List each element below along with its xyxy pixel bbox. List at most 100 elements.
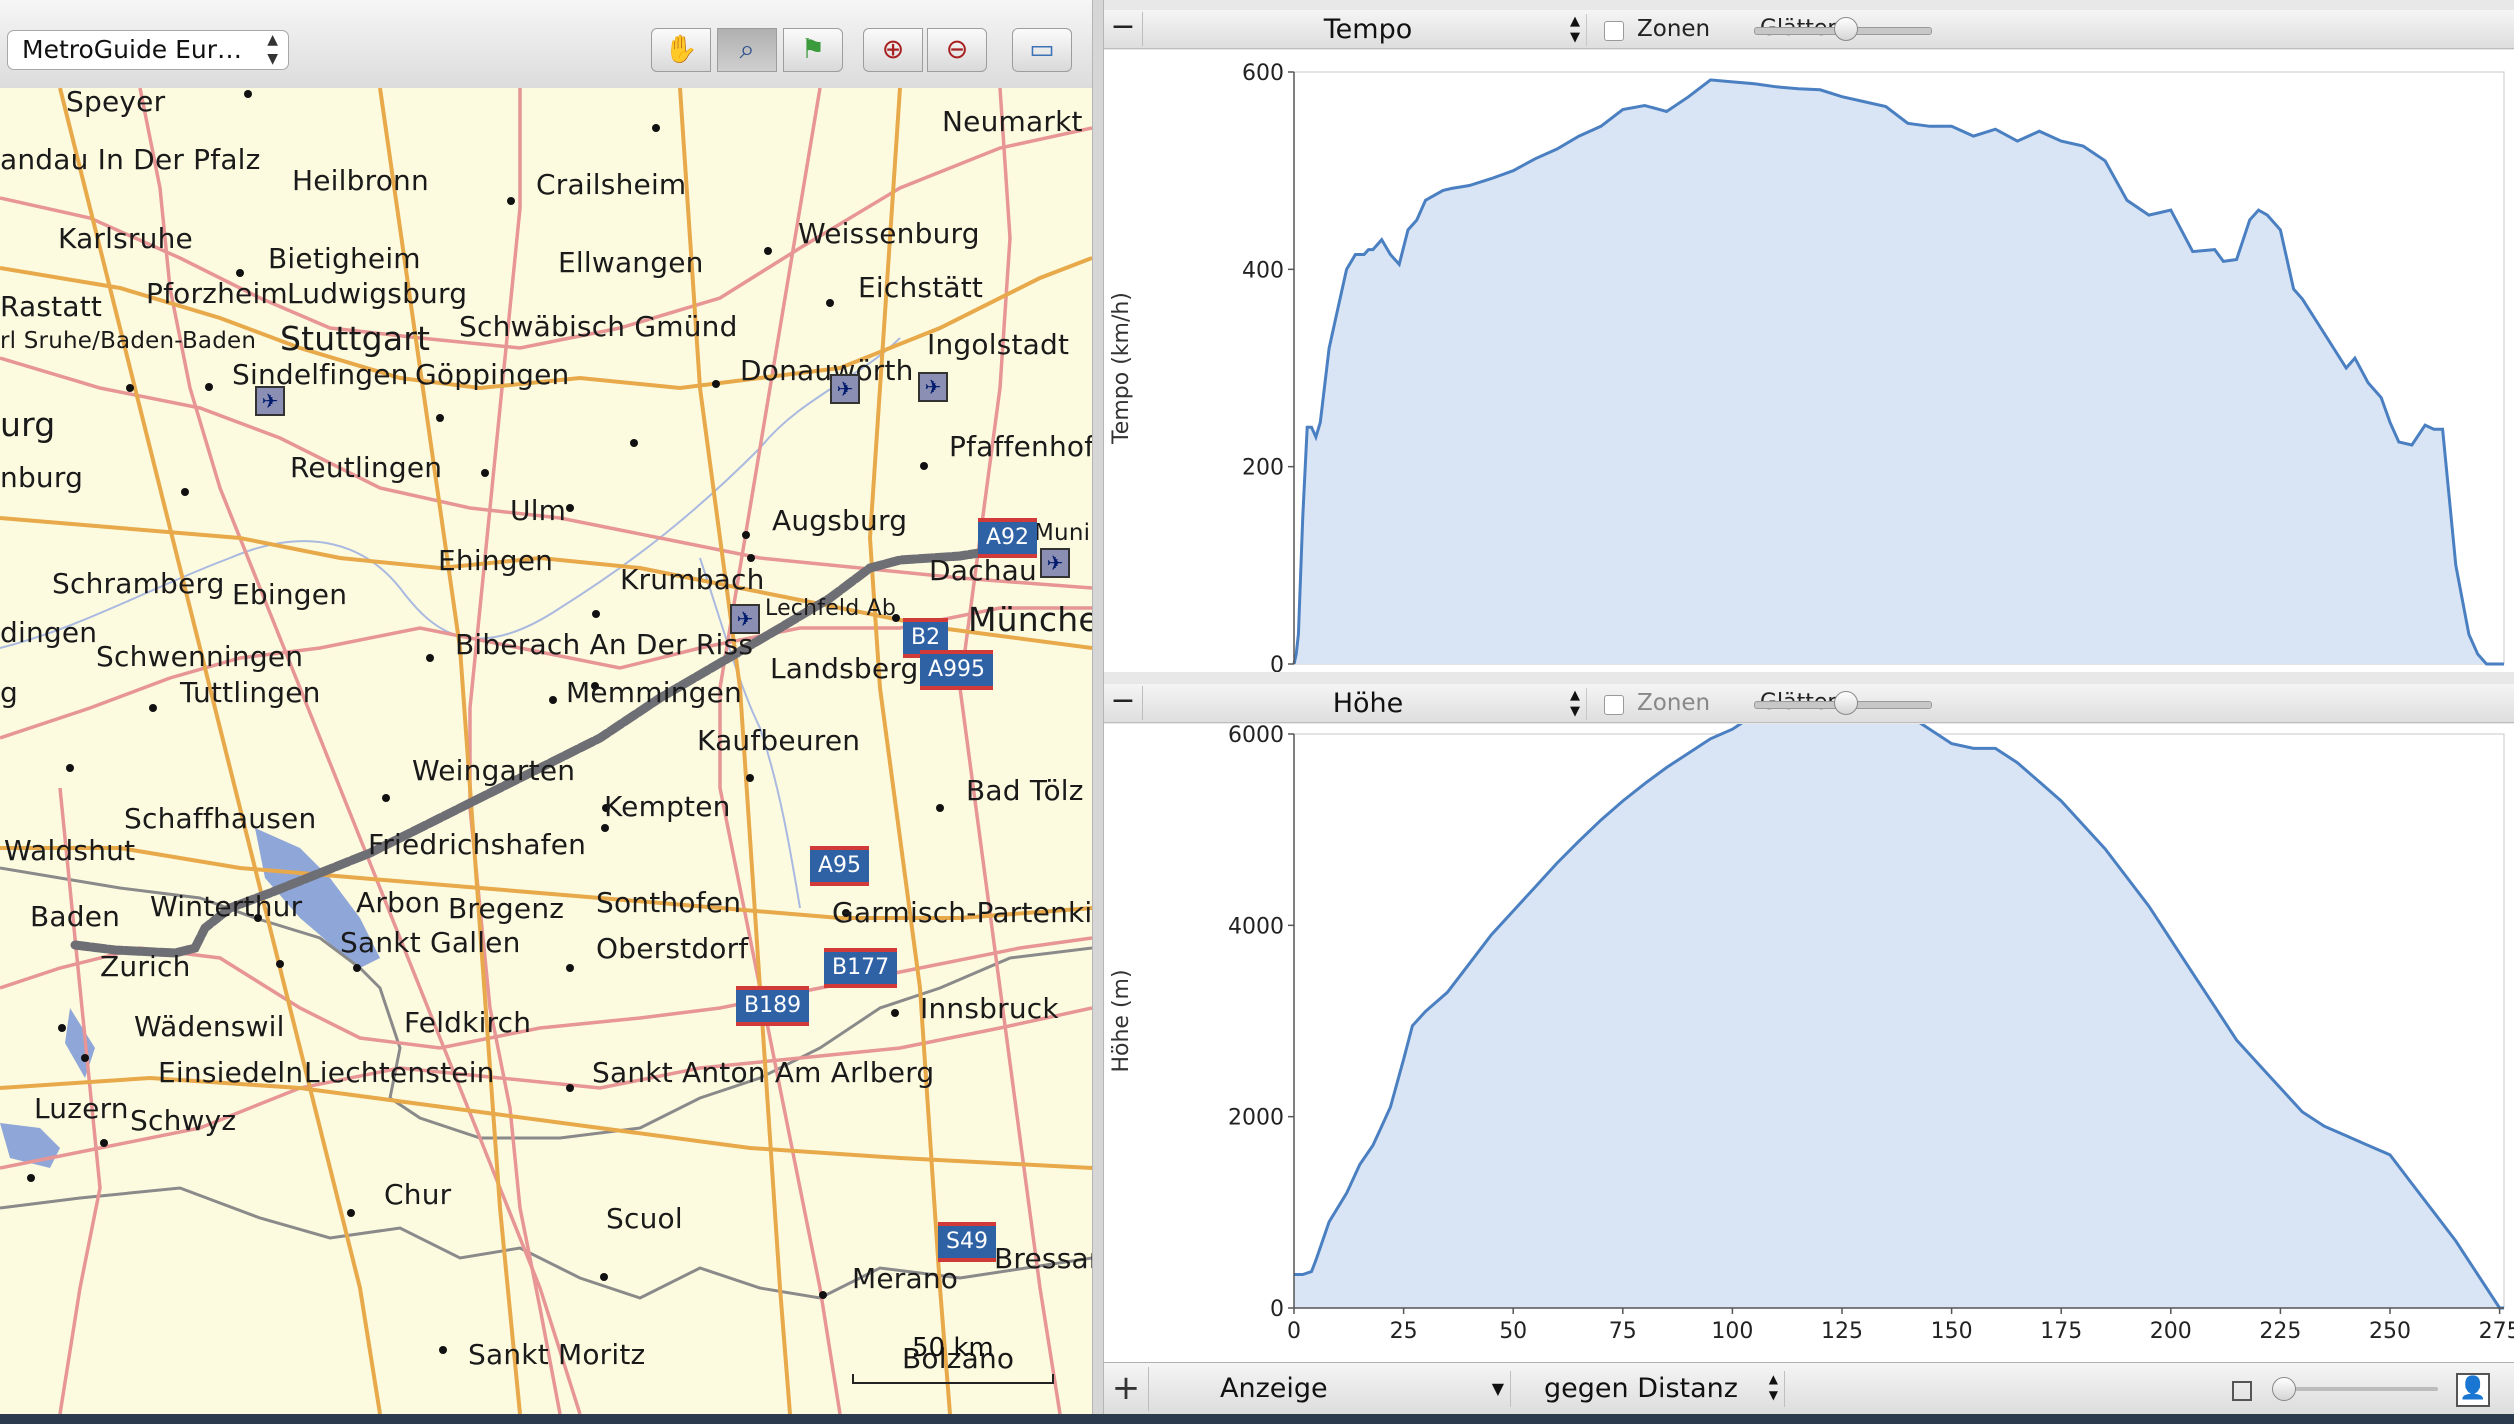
x-tick-label: 50: [1499, 1319, 1527, 1344]
metric-label: Tempo: [1323, 14, 1413, 45]
metric-label: Höhe: [1332, 688, 1404, 719]
airport-icon: ✈: [730, 604, 760, 634]
place-label: Weingarten: [412, 754, 576, 787]
zoom-in-icon: ⊕: [881, 34, 905, 65]
anzeige-label: Anzeige: [1220, 1373, 1328, 1404]
dropdown-arrow-icon: ▼: [1491, 1379, 1504, 1398]
y-axis-label: Höhe (m): [1109, 969, 1134, 1072]
zonen-label: Zonen: [1637, 16, 1711, 42]
place-label: Ellwangen: [558, 246, 704, 279]
x-tick-label: 100: [1711, 1319, 1753, 1344]
place-label: Weissenburg: [798, 217, 980, 250]
map-product-label: MetroGuide Eur…: [22, 35, 243, 64]
place-label: Karlsruhe: [58, 222, 193, 255]
zonen-checkbox[interactable]: [1604, 21, 1624, 41]
chart-zoom-slider-knob[interactable]: [2272, 1377, 2296, 1401]
lake-lucerne: [0, 1123, 60, 1168]
zoom-in-button[interactable]: ⊕: [863, 28, 923, 72]
zoom-out-icon: ⊖: [945, 34, 969, 65]
place-label: Muni: [1034, 520, 1091, 546]
remove-pane-button[interactable]: −: [1104, 686, 1143, 720]
place-label: Bietigheim: [268, 242, 421, 275]
place-label: Wädenswil: [134, 1010, 285, 1043]
x-tick-label: 25: [1390, 1319, 1418, 1344]
zonen-checkbox[interactable]: [1604, 695, 1624, 715]
place-label: Kaufbeuren: [697, 724, 861, 757]
y-tick-label: 2000: [1228, 1106, 1284, 1131]
updown-arrows-icon: ▲ ▼: [1768, 1372, 1778, 1402]
place-label: Liechtenstein: [304, 1056, 495, 1089]
place-label: Schwyz: [130, 1104, 237, 1137]
place-label: Chur: [384, 1178, 452, 1211]
updown-arrows-icon: ▲ ▼: [267, 32, 278, 67]
hoehe-metric-select[interactable]: Höhe ▲ ▼: [1150, 688, 1587, 720]
map-product-select[interactable]: MetroGuide Eur… ▲ ▼: [7, 30, 289, 70]
flag-icon: ⚑: [800, 34, 826, 65]
map-view[interactable]: Speyer andau In Der Pfalz Heilbronn Crai…: [0, 88, 1092, 1414]
place-label: Ebingen: [232, 578, 348, 611]
place-label: g: [0, 676, 18, 709]
lake-zurich: [65, 1008, 95, 1078]
map-roads-layer: [0, 88, 1092, 1414]
gegen-select[interactable]: gegen Distanz ▲ ▼: [1514, 1371, 1785, 1407]
updown-arrows-icon: ▲ ▼: [1570, 688, 1580, 719]
series-line: [1292, 78, 2504, 666]
x-tick-label: 250: [2369, 1319, 2411, 1344]
scale-bar: [852, 1374, 1054, 1384]
place-label: Heilbronn: [292, 164, 429, 197]
place-label: Baden: [30, 900, 121, 933]
place-label: Schwäbisch Gmünd: [459, 310, 738, 343]
place-label: Reutlingen: [290, 451, 443, 484]
anzeige-select[interactable]: Anzeige ▼: [1160, 1371, 1511, 1407]
place-label: Einsiedeln: [158, 1056, 304, 1089]
highway-shield: A995: [920, 650, 994, 690]
x-tick-label: 200: [2150, 1319, 2192, 1344]
series-area: [1294, 79, 2504, 664]
place-label: dingen: [0, 616, 98, 649]
highway-shield: S49: [938, 1222, 996, 1262]
x-tick-label: 175: [2040, 1319, 2082, 1344]
person-icon[interactable]: 👤: [2456, 1373, 2490, 1407]
fit-window-button[interactable]: ▭: [1012, 28, 1072, 72]
smoothing-slider-knob[interactable]: [1834, 691, 1858, 715]
split-divider[interactable]: [1092, 0, 1104, 1414]
place-label: Pfaffenhof: [949, 430, 1092, 463]
place-label: Crailsheim: [536, 168, 687, 201]
chart-bottom-bar: + Anzeige ▼ gegen Distanz ▲ ▼ 👤: [1104, 1362, 2514, 1415]
chart-zoom-slider[interactable]: [2274, 1387, 2438, 1391]
scale-label: 50 km: [912, 1333, 994, 1363]
border-line-south: [0, 1186, 1092, 1300]
highway-shield: A92: [978, 518, 1038, 558]
x-tick-label: 75: [1609, 1319, 1637, 1344]
tempo-metric-select[interactable]: Tempo ▲ ▼: [1150, 14, 1587, 46]
flag-tool-button[interactable]: ⚑: [783, 28, 843, 72]
hoehe-chart[interactable]: 0 2000 4000 6000 0 25 50 75 100 125 150 175 200 225 25…: [1104, 724, 2514, 1362]
tempo-chart[interactable]: 0 200 400 600 Tempo (km/h): [1104, 50, 2514, 672]
map-toolbar: MetroGuide Eur… ▲ ▼ ✋ ⌕ ⚑ ⊕ ⊖ ▭: [0, 0, 1092, 89]
place-label: nburg: [0, 461, 84, 494]
smoothing-slider-knob[interactable]: [1834, 17, 1858, 41]
place-label: Bregenz: [448, 892, 565, 925]
zoom-tool-button[interactable]: ⌕: [717, 28, 777, 72]
updown-arrows-icon: ▲ ▼: [1570, 14, 1580, 45]
y-axis-label: Tempo (km/h): [1109, 292, 1134, 445]
place-label: Sindelfingen: [232, 358, 409, 391]
place-label: Göppingen: [415, 358, 570, 391]
y-tick-label: 200: [1242, 456, 1284, 481]
place-label: Scuol: [606, 1202, 683, 1235]
y-tick-label: 6000: [1228, 724, 1284, 748]
highway-shield: B189: [736, 986, 810, 1026]
place-label: Schwenningen: [96, 640, 304, 673]
add-pane-button[interactable]: +: [1104, 1367, 1149, 1411]
airport-icon: ✈: [1040, 548, 1070, 578]
hand-tool-button[interactable]: ✋: [651, 28, 711, 72]
place-label: Garmisch-Partenki: [832, 896, 1092, 929]
zoom-out-button[interactable]: ⊖: [927, 28, 987, 72]
place-label: Innsbruck: [920, 992, 1059, 1025]
x-tick-label: 0: [1287, 1319, 1301, 1344]
place-label: Schramberg: [52, 567, 225, 600]
series-area: [1294, 724, 2504, 1308]
place-label: urg: [0, 405, 56, 444]
x-tick-label: 225: [2259, 1319, 2301, 1344]
remove-pane-button[interactable]: −: [1104, 12, 1143, 46]
